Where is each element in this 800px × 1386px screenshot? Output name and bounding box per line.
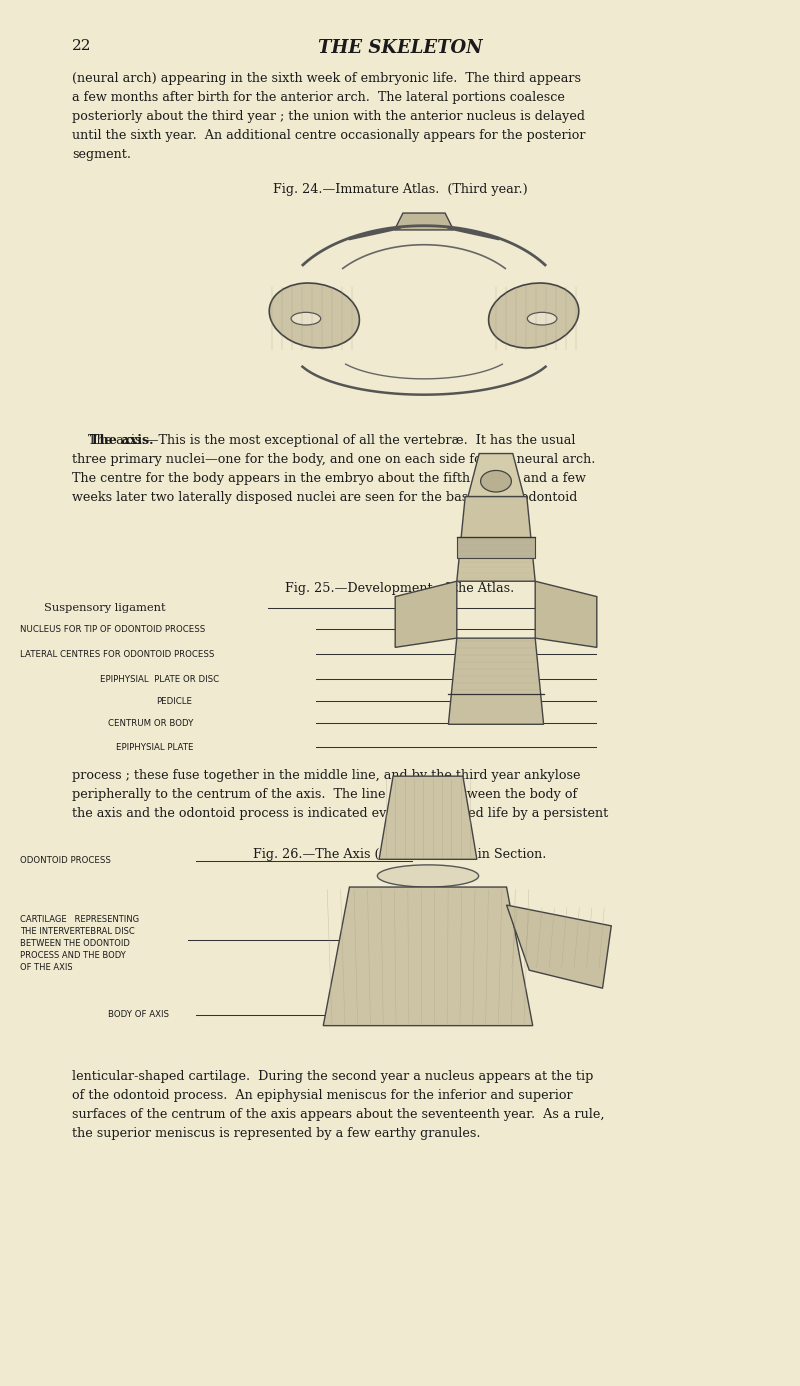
Polygon shape	[395, 581, 457, 647]
Text: BODY OF AXIS: BODY OF AXIS	[108, 1010, 169, 1019]
Text: Suspensory ligament: Suspensory ligament	[44, 603, 166, 613]
Polygon shape	[457, 536, 535, 559]
Text: Fig. 24.—Immature Atlas.  (Third year.): Fig. 24.—Immature Atlas. (Third year.)	[273, 183, 527, 195]
Text: process ; these fuse together in the middle line, and by the third year ankylose: process ; these fuse together in the mid…	[72, 769, 608, 821]
Text: EPIPHYSIAL  PLATE OR DISC: EPIPHYSIAL PLATE OR DISC	[100, 675, 219, 683]
Text: (neural arch) appearing in the sixth week of embryonic life.  The third appears
: (neural arch) appearing in the sixth wee…	[72, 72, 586, 161]
Ellipse shape	[481, 470, 511, 492]
Text: The axis.: The axis.	[72, 434, 154, 446]
Text: CENTRUM OR BODY: CENTRUM OR BODY	[108, 719, 194, 728]
Polygon shape	[535, 581, 597, 647]
Ellipse shape	[489, 283, 578, 348]
Text: THE SKELETON: THE SKELETON	[318, 39, 482, 57]
Text: LATERAL CENTRES FOR ODONTOID PROCESS: LATERAL CENTRES FOR ODONTOID PROCESS	[20, 650, 214, 658]
Polygon shape	[468, 453, 524, 496]
Ellipse shape	[527, 312, 557, 324]
Polygon shape	[506, 905, 611, 988]
Ellipse shape	[378, 865, 478, 887]
Text: Fig. 26.—The Axis (from an Adult) in Section.: Fig. 26.—The Axis (from an Adult) in Sec…	[254, 848, 546, 861]
Ellipse shape	[291, 312, 321, 324]
Text: EPIPHYSIAL PLATE: EPIPHYSIAL PLATE	[116, 743, 194, 751]
Text: 22: 22	[72, 39, 91, 53]
Polygon shape	[457, 496, 535, 581]
Text: Fig. 25.—Development of the Atlas.: Fig. 25.—Development of the Atlas.	[286, 582, 514, 595]
Text: ODONTOID PROCESS: ODONTOID PROCESS	[20, 857, 111, 865]
Ellipse shape	[270, 283, 359, 348]
Polygon shape	[448, 638, 544, 725]
Polygon shape	[394, 213, 454, 230]
Text: NUCLEUS FOR TIP OF ODONTOID PROCESS: NUCLEUS FOR TIP OF ODONTOID PROCESS	[20, 625, 206, 633]
Text: CARTILAGE   REPRESENTING
THE INTERVERTEBRAL DISC
BETWEEN THE ODONTOID
PROCESS AN: CARTILAGE REPRESENTING THE INTERVERTEBRA…	[20, 915, 139, 973]
Text: PEDICLE: PEDICLE	[156, 697, 192, 705]
Text: lenticular-shaped cartilage.  During the second year a nucleus appears at the ti: lenticular-shaped cartilage. During the …	[72, 1070, 605, 1141]
Text: The axis.—This is the most exceptional of all the vertebræ.  It has the usual
th: The axis.—This is the most exceptional o…	[72, 434, 595, 505]
Polygon shape	[379, 776, 477, 859]
Polygon shape	[323, 887, 533, 1026]
